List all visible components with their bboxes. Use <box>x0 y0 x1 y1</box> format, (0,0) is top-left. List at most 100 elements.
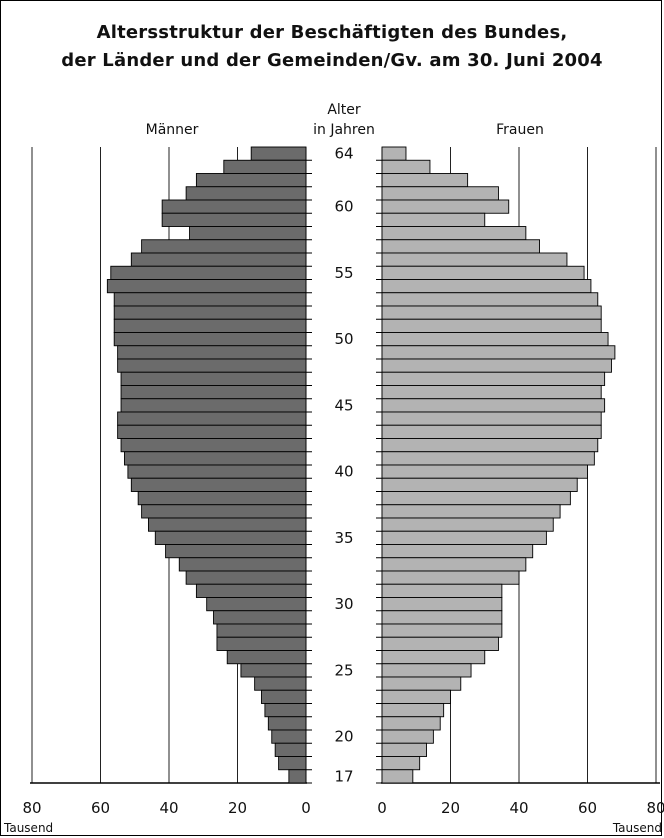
bar-maenner <box>195 583 307 598</box>
bar-maenner <box>130 252 307 267</box>
age-axis-label-line2: in Jahren <box>313 122 375 138</box>
bar-frauen <box>381 769 414 784</box>
age-tick-label: 35 <box>334 529 353 547</box>
bar-maenner <box>117 411 307 426</box>
bar-maenner <box>254 676 307 691</box>
x-tick-label-right: 20 <box>441 799 460 817</box>
bar-frauen <box>381 199 510 214</box>
age-tick-label: 64 <box>334 145 353 163</box>
x-tick-label-left: 0 <box>301 799 311 817</box>
chart-title: Altersstruktur der Beschäftigten des Bun… <box>96 22 568 43</box>
bar-maenner <box>147 517 307 532</box>
bar-frauen <box>381 371 606 386</box>
tick-labels: 64 60 55 50 45 40 35 30 25 20 17 80 60 40 20 0 0 20 40 60 80 <box>22 145 664 817</box>
bar-frauen <box>381 358 612 373</box>
bar-frauen <box>381 756 421 771</box>
bar-frauen <box>381 305 602 320</box>
bar-frauen <box>381 239 541 254</box>
bar-frauen <box>381 332 609 347</box>
bar-frauen <box>381 663 472 678</box>
bar-frauen <box>381 491 571 506</box>
bar-frauen <box>381 517 554 532</box>
bar-maenner <box>278 756 307 771</box>
age-tick-label: 25 <box>334 661 353 679</box>
bar-maenner <box>113 305 307 320</box>
bar-frauen <box>381 451 595 466</box>
bar-maenner <box>165 544 307 559</box>
bar-maenner <box>113 332 307 347</box>
bar-frauen <box>381 676 462 691</box>
bar-maenner <box>120 438 307 453</box>
bar-maenner <box>130 477 307 492</box>
bar-frauen <box>381 477 578 492</box>
age-tick-label: 50 <box>334 330 353 348</box>
bar-maenner <box>240 663 307 678</box>
age-tick-label: 40 <box>334 463 353 481</box>
bar-frauen <box>381 650 486 665</box>
bar-maenner <box>161 199 307 214</box>
bar-frauen <box>381 530 547 545</box>
bar-frauen <box>381 610 503 625</box>
bar-frauen <box>381 742 427 757</box>
bar-maenner <box>106 279 307 294</box>
bar-maenner <box>267 716 307 731</box>
bar-frauen <box>381 636 499 651</box>
age-tick-label: 17 <box>334 767 353 785</box>
bar-maenner <box>274 742 307 757</box>
age-tick-label: 55 <box>334 264 353 282</box>
bar-maenner <box>250 146 307 161</box>
x-tick-label-left: 60 <box>91 799 110 817</box>
bar-frauen <box>381 186 499 201</box>
bar-maenner <box>117 424 307 439</box>
bar-frauen <box>381 570 520 585</box>
age-tick-label: 30 <box>334 595 353 613</box>
bar-maenner <box>226 650 307 665</box>
bar-maenner <box>120 385 307 400</box>
bar-maenner <box>206 597 307 612</box>
bar-frauen <box>381 411 602 426</box>
bar-frauen <box>381 716 441 731</box>
bar-maenner <box>117 358 307 373</box>
age-tick-label: 45 <box>334 396 353 414</box>
bar-maenner <box>127 464 307 479</box>
age-axis-label-line1: Alter <box>327 102 361 118</box>
series-label-maenner: Männer <box>146 122 199 138</box>
series-label-frauen: Frauen <box>496 122 544 138</box>
bar-frauen <box>381 173 469 188</box>
bar-maenner <box>124 451 307 466</box>
bar-maenner <box>185 186 307 201</box>
bar-maenner <box>261 689 307 704</box>
bar-frauen <box>381 292 599 307</box>
bar-maenner <box>189 226 307 241</box>
bar-maenner <box>137 491 307 506</box>
bar-maenner <box>264 703 307 718</box>
bar-maenner <box>178 557 307 572</box>
chart-subtitle: der Länder und der Gemeinden/Gv. am 30. … <box>61 50 603 71</box>
bar-frauen <box>381 504 561 519</box>
bar-maenner <box>110 265 307 280</box>
age-tick-label: 60 <box>334 198 353 216</box>
bar-frauen <box>381 623 503 638</box>
x-tick-label-right: 80 <box>646 799 664 817</box>
bar-maenner <box>223 159 307 174</box>
bar-maenner <box>141 504 307 519</box>
bar-frauen <box>381 226 527 241</box>
bars <box>106 146 616 784</box>
x-tick-label-left: 80 <box>22 799 41 817</box>
bar-maenner <box>213 610 307 625</box>
bar-frauen <box>381 557 527 572</box>
bar-maenner <box>113 292 307 307</box>
bar-maenner <box>271 729 307 744</box>
bar-frauen <box>381 159 431 174</box>
bar-maenner <box>288 769 307 784</box>
bar-maenner <box>216 636 307 651</box>
bar-frauen <box>381 438 599 453</box>
bar-frauen <box>381 212 486 227</box>
bar-maenner <box>185 570 307 585</box>
x-tick-label-right: 40 <box>509 799 528 817</box>
bar-maenner <box>195 173 307 188</box>
x-unit-right: Tausend <box>612 821 662 835</box>
bar-frauen <box>381 424 602 439</box>
x-tick-label-right: 60 <box>578 799 597 817</box>
